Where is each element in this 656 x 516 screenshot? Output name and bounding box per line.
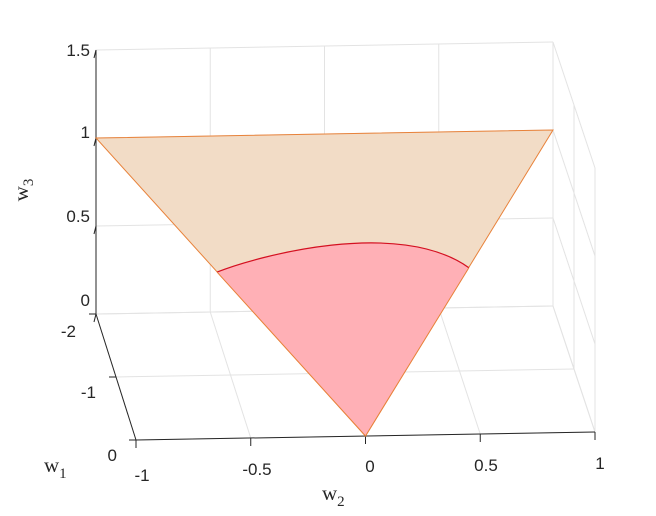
w2-tick-label: 0 (365, 457, 374, 476)
w3-tick-mark (93, 49, 97, 59)
back-wall-grid-line (95, 41, 554, 51)
region-boundary-curve (216, 242, 470, 273)
w3-tick-label: 0 (81, 291, 90, 310)
w3-tick-label: 1 (81, 123, 90, 142)
w2-tick-label: -0.5 (242, 460, 271, 479)
side-wall-grid-line (552, 305, 596, 433)
w2-axis-label: w2 (322, 481, 345, 510)
w3-tick-mark (93, 313, 97, 323)
w1-tick-label: -1 (81, 383, 96, 402)
w3-tick-label: 0.5 (66, 207, 90, 226)
side-wall-grid-line (552, 129, 596, 257)
w2-tick-label: 1 (595, 454, 604, 473)
region-edges (216, 267, 470, 437)
w1-tick-label: -2 (61, 322, 76, 341)
w3-tick-mark (93, 137, 97, 147)
w3-tick-mark (93, 225, 97, 235)
side-wall-grid-line (552, 41, 596, 169)
side-wall-grid-line (552, 217, 596, 345)
w3-tick-label: 1.5 (66, 41, 90, 60)
feasible-region (217, 242, 469, 436)
w1-tick-label: 0 (108, 446, 117, 465)
w3-axis-label: w3 (9, 179, 37, 202)
w2-tick-label: 0.5 (474, 456, 498, 475)
w2-tick-label: -1 (134, 466, 149, 485)
w1-axis-label: w1 (44, 453, 67, 482)
